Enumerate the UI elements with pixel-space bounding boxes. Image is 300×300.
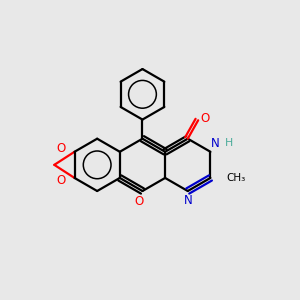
Text: O: O [56, 142, 66, 155]
Text: H: H [225, 139, 233, 148]
Text: O: O [135, 195, 144, 208]
Text: N: N [183, 194, 192, 207]
Text: N: N [211, 137, 219, 150]
Text: CH₃: CH₃ [226, 173, 245, 183]
Text: O: O [56, 174, 66, 188]
Text: O: O [200, 112, 209, 125]
